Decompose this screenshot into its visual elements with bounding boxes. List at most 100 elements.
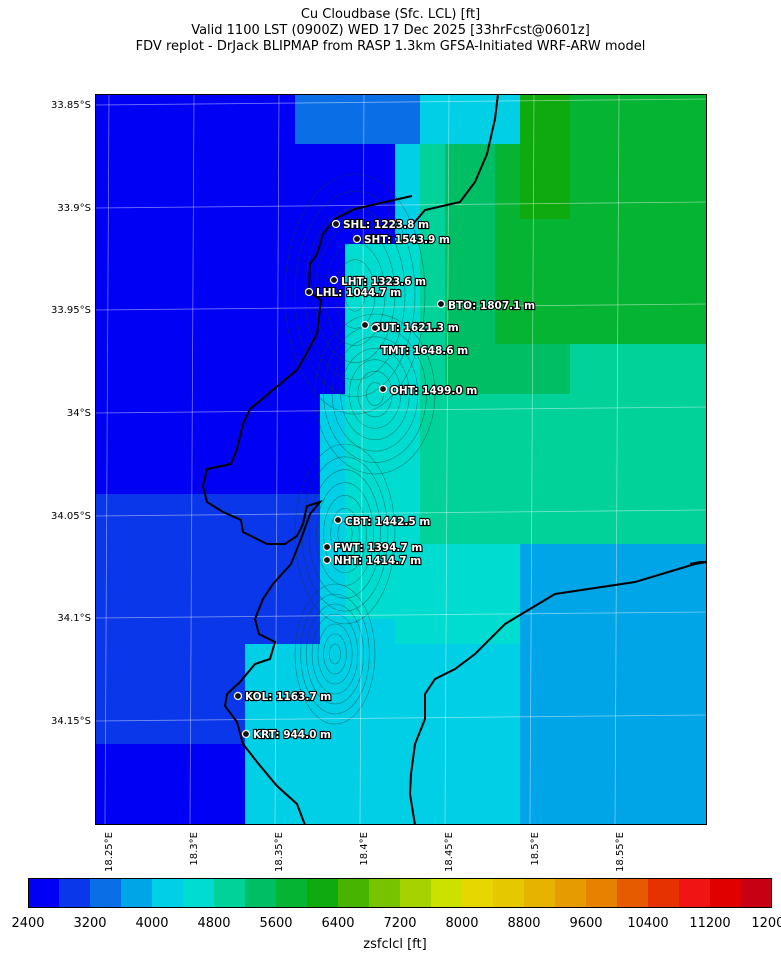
grid-cell — [120, 194, 146, 220]
grid-cell — [195, 94, 221, 120]
grid-cell — [95, 419, 121, 445]
grid-cell — [120, 644, 146, 670]
grid-cell — [670, 769, 696, 795]
parallel-line — [95, 303, 707, 311]
grid-cell — [445, 769, 471, 795]
grid-cell — [195, 594, 221, 620]
grid-cell — [645, 619, 671, 645]
grid-cell — [520, 144, 546, 170]
grid-cell — [245, 819, 271, 825]
grid-cell — [195, 294, 221, 320]
grid-cell — [295, 819, 321, 825]
grid-cell — [645, 794, 671, 820]
grid-cell — [520, 369, 546, 395]
grid-cell — [620, 669, 646, 695]
grid-cell — [295, 469, 321, 495]
grid-cell — [520, 269, 546, 295]
colorbar-segment — [338, 878, 370, 908]
grid-cell — [270, 419, 296, 445]
lat-label: 33.95°S — [51, 305, 91, 316]
grid-cell — [595, 769, 621, 795]
grid-cell — [595, 269, 621, 295]
grid-cell — [420, 444, 446, 470]
grid-cell — [695, 719, 707, 745]
grid-cell — [695, 269, 707, 295]
grid-cell — [120, 469, 146, 495]
grid-cell — [395, 569, 421, 595]
station-marker[interactable] — [331, 219, 341, 229]
grid-cell — [270, 444, 296, 470]
grid-cell — [145, 744, 171, 770]
grid-cell — [245, 594, 271, 620]
grid-cell — [470, 194, 496, 220]
grid-cell — [395, 694, 421, 720]
grid-cell — [245, 194, 271, 220]
grid-cell — [245, 169, 271, 195]
station-marker[interactable] — [304, 287, 314, 297]
grid-cell — [495, 519, 521, 545]
grid-cell — [370, 519, 396, 545]
grid-cell — [695, 744, 707, 770]
station-marker[interactable] — [352, 234, 362, 244]
grid-cell — [545, 344, 571, 370]
grid-cell — [545, 144, 571, 170]
grid-cell — [520, 619, 546, 645]
grid-cell — [620, 119, 646, 145]
grid-cell — [145, 769, 171, 795]
grid-cell — [545, 319, 571, 345]
grid-cell — [545, 644, 571, 670]
grid-cell — [145, 319, 171, 345]
grid-cell — [145, 144, 171, 170]
grid-cell — [270, 194, 296, 220]
station-marker[interactable] — [360, 320, 370, 330]
station-marker[interactable] — [333, 515, 343, 525]
grid-cell — [645, 219, 671, 245]
station-label: LHT: 1323.6 m — [341, 276, 426, 288]
grid-cell — [520, 544, 546, 570]
grid-cell — [695, 619, 707, 645]
grid-cell — [320, 344, 346, 370]
grid-cell — [545, 669, 571, 695]
colorbar-segment — [617, 878, 649, 908]
grid-cell — [395, 269, 421, 295]
grid-cell — [445, 344, 471, 370]
region-boundary — [412, 94, 499, 225]
station-marker[interactable] — [329, 275, 339, 285]
meridian-line — [359, 94, 365, 825]
grid-cell — [170, 94, 196, 120]
grid-cell — [220, 369, 246, 395]
station-marker[interactable] — [322, 542, 332, 552]
grid-cell — [345, 94, 371, 120]
station-marker[interactable] — [378, 384, 388, 394]
grid-cell — [470, 344, 496, 370]
grid-cell — [270, 794, 296, 820]
grid-cell — [395, 794, 421, 820]
contour-line — [337, 520, 353, 548]
grid-cell — [470, 644, 496, 670]
station-marker[interactable] — [233, 691, 243, 701]
map-title: Cu Cloudbase (Sfc. LCL) [ft] — [300, 7, 481, 22]
station-marker[interactable] — [436, 299, 446, 309]
map-frame — [95, 94, 707, 825]
grid-cell — [295, 444, 321, 470]
grid-cell — [695, 119, 707, 145]
map-canvas[interactable]: SHL: 1223.8 m SHT: 1543.9 m LHT: 1323.6 mL… — [95, 94, 707, 825]
grid-cell — [645, 369, 671, 395]
grid-cell — [270, 744, 296, 770]
grid-cell — [570, 294, 596, 320]
grid-cell — [570, 269, 596, 295]
station-marker[interactable] — [370, 323, 380, 333]
station-marker[interactable] — [322, 555, 332, 565]
station-marker[interactable] — [241, 729, 251, 739]
grid-cell — [470, 219, 496, 245]
grid-cell — [320, 119, 346, 145]
grid-cell — [695, 469, 707, 495]
grid-cell — [195, 419, 221, 445]
grid-cell — [445, 94, 471, 120]
contour-line — [331, 336, 419, 452]
grid-cell — [445, 394, 471, 420]
grid-cell — [445, 369, 471, 395]
grid-cell — [145, 544, 171, 570]
station-label: TMT: 1648.6 m — [381, 345, 468, 357]
